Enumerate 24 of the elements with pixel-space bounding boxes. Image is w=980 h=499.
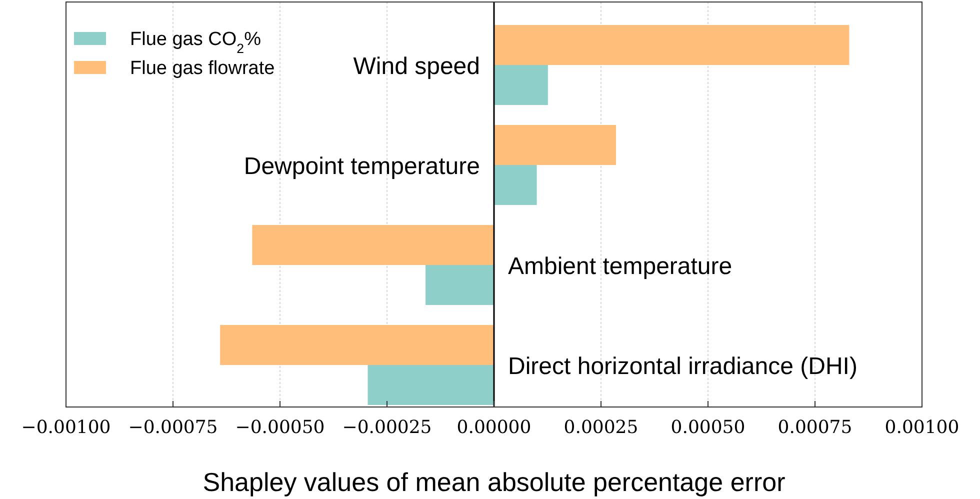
x-axis-title: Shapley values of mean absolute percentage error [202, 467, 786, 497]
x-tick-label: −0.00075 [128, 417, 218, 438]
y-tick-label: Ambient temperature [508, 253, 732, 280]
bar [368, 365, 494, 405]
x-tick-label: 0.00000 [456, 417, 532, 438]
x-tick-label: −0.00025 [342, 417, 432, 438]
x-tick-label: 0.00075 [778, 417, 852, 438]
y-tick-label: Direct horizontal irradiance (DHI) [508, 353, 858, 380]
bar [252, 225, 494, 265]
bar [494, 25, 850, 65]
y-tick-label: Dewpoint temperature [244, 153, 480, 180]
x-tick-label: −0.00100 [21, 417, 111, 438]
bar [426, 265, 494, 305]
bar [220, 325, 494, 365]
x-tick-label: 0.00025 [564, 417, 638, 438]
y-tick-label: Wind speed [353, 53, 480, 80]
bar [494, 165, 537, 205]
bar [494, 125, 616, 165]
x-tick-label: 0.00100 [884, 417, 960, 438]
legend-label: Flue gas flowrate [130, 58, 275, 79]
x-tick-label: −0.00050 [235, 417, 325, 438]
bar [494, 65, 548, 105]
legend-label: Flue gas CO$_{2}$% [130, 29, 262, 56]
x-tick-label: 0.00050 [670, 417, 746, 438]
